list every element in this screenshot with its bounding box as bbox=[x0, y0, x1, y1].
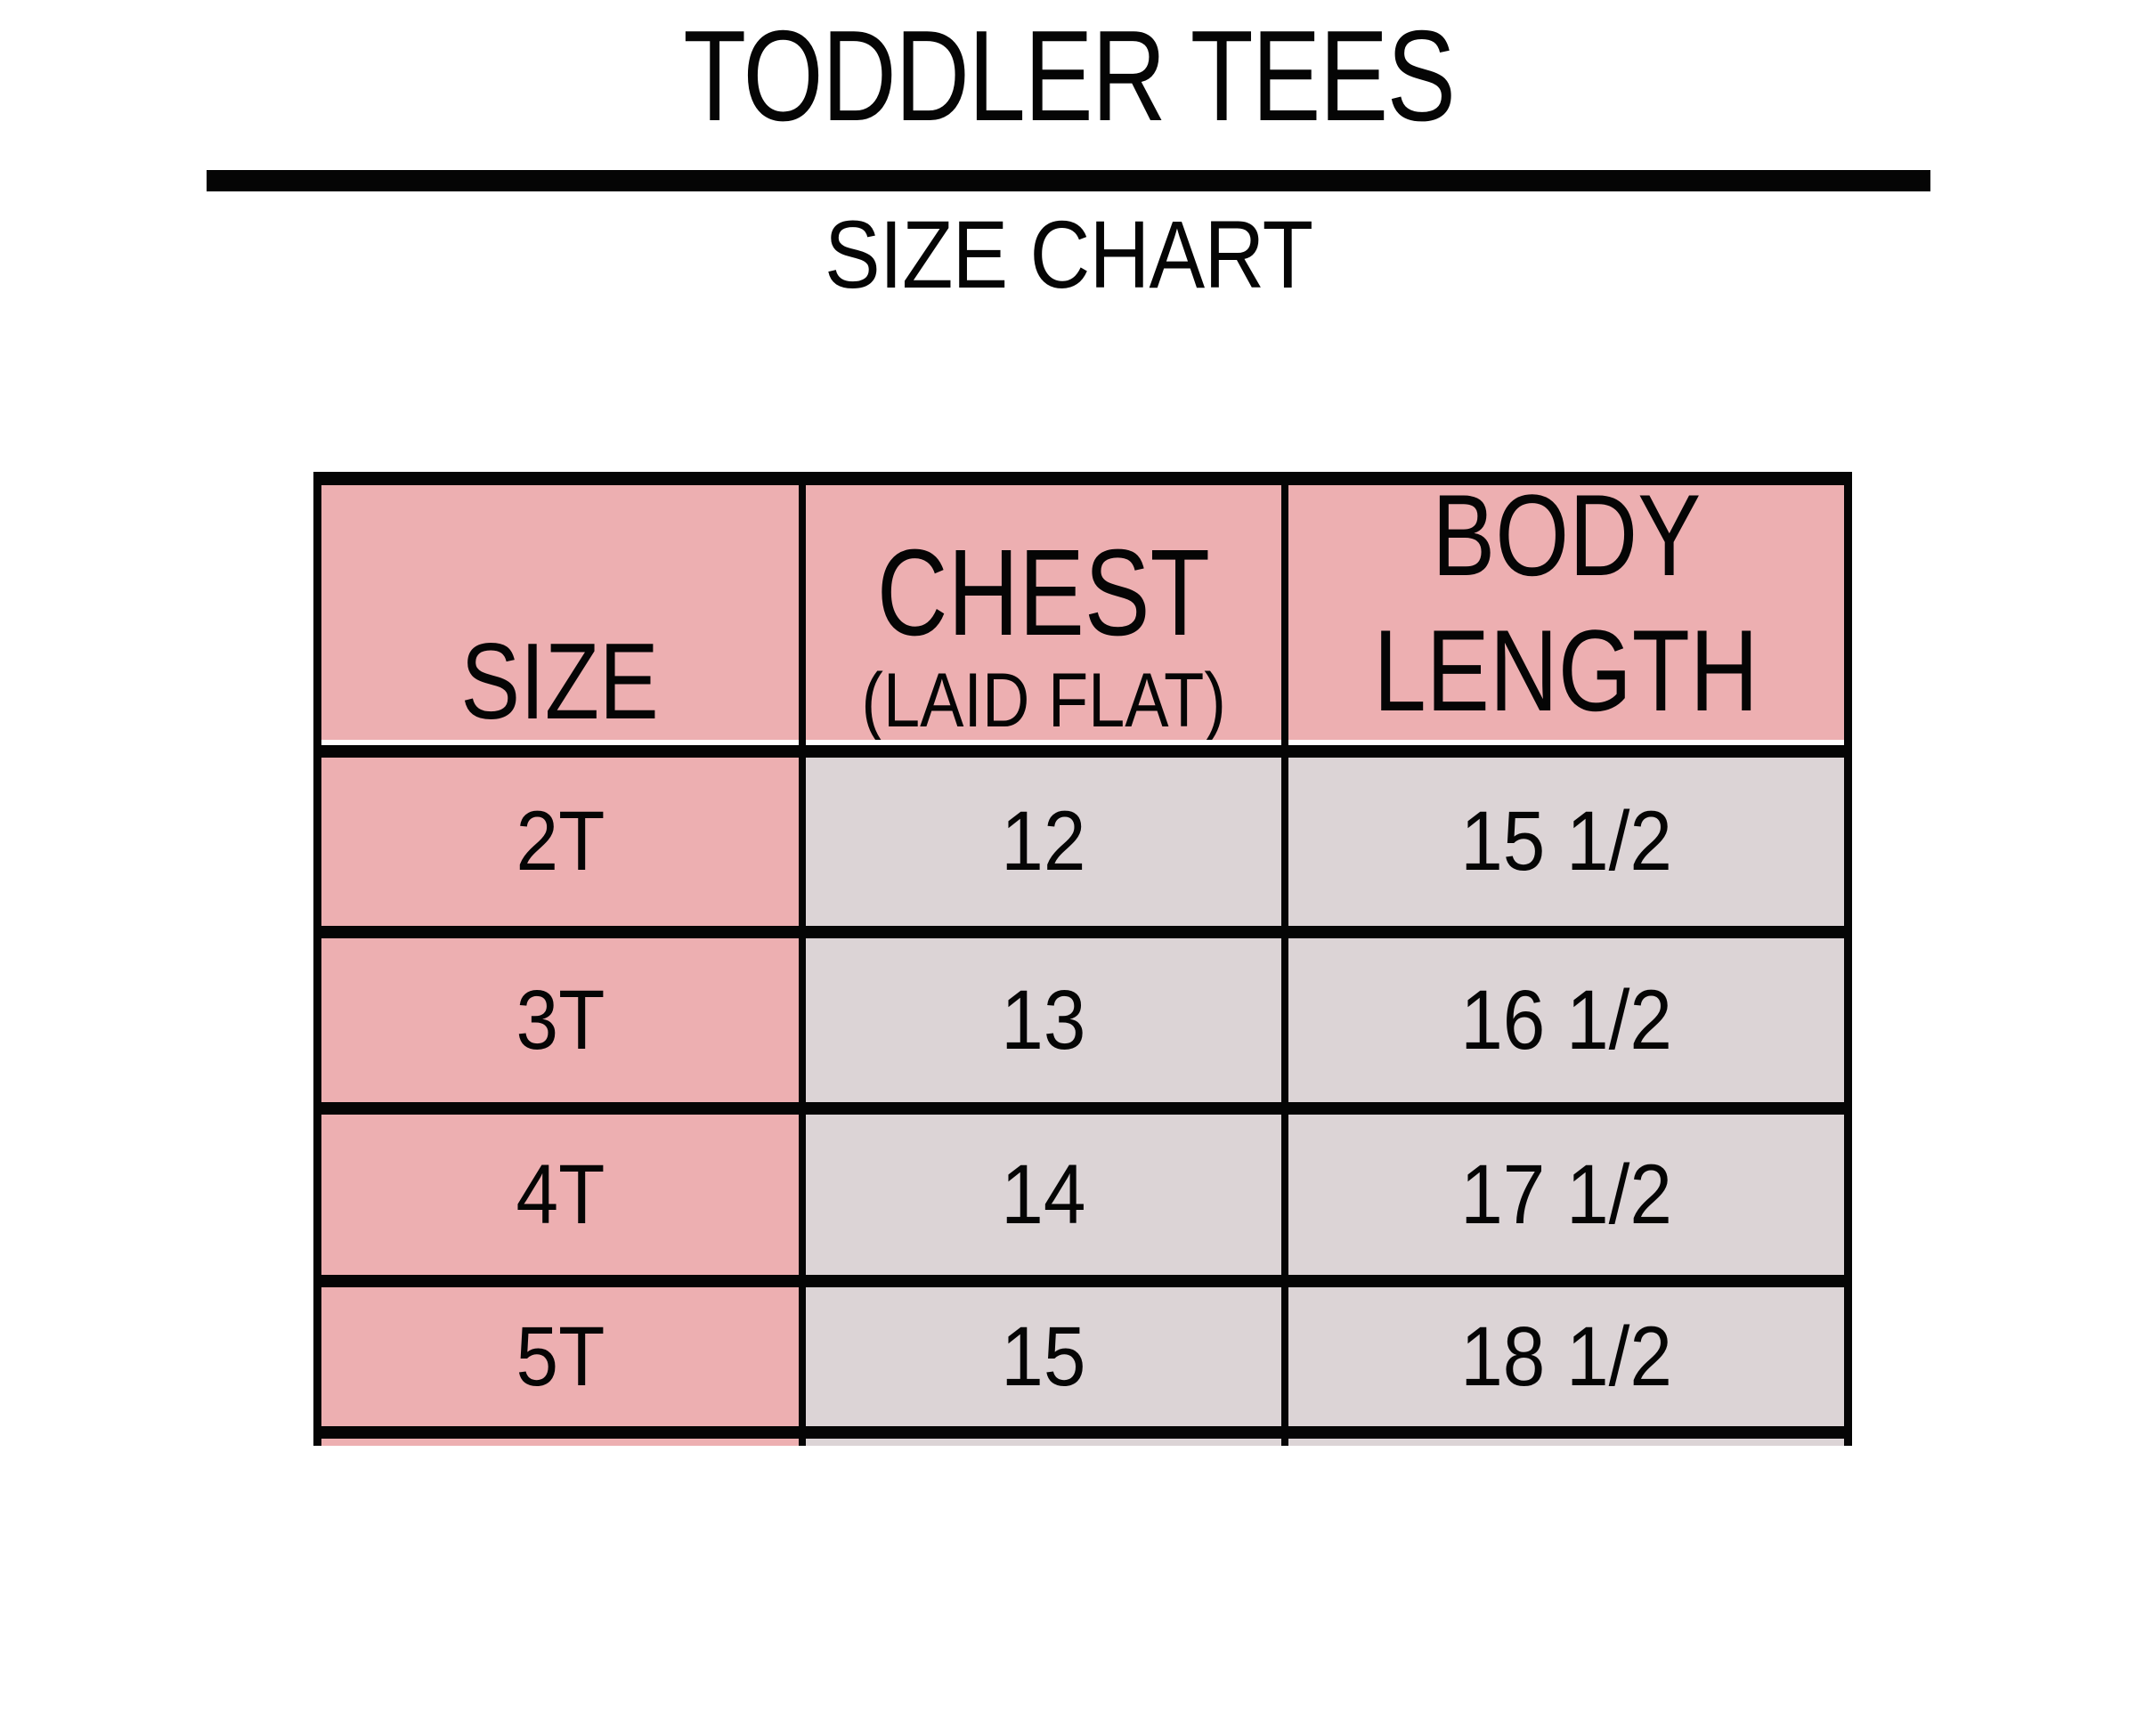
row-4t-body-length-value: 17 1/2 bbox=[1460, 1147, 1672, 1242]
header-chest-label: CHEST bbox=[876, 524, 1211, 662]
header-body-label-line1: BODY bbox=[1431, 485, 1702, 600]
row-4t-size-cell: 4T bbox=[321, 1115, 799, 1275]
size-table: SIZE CHEST (LAID FLAT) BODY LENGTH 2T 12… bbox=[313, 472, 1852, 1446]
header-size-label: SIZE bbox=[460, 620, 660, 742]
row-4t-chest-cell: 14 bbox=[806, 1115, 1281, 1275]
row-2t-size-cell: 2T bbox=[321, 758, 799, 926]
bottom-sliver-body-length bbox=[1288, 1439, 1844, 1446]
row-2t-size-value: 2T bbox=[516, 794, 605, 888]
row-3t-size-value: 3T bbox=[516, 972, 605, 1067]
page-subtitle: SIZE CHART bbox=[0, 200, 2137, 308]
row-2t-body-length-value: 15 1/2 bbox=[1460, 794, 1672, 888]
header-chest-stack: CHEST (LAID FLAT) bbox=[832, 524, 1255, 743]
row-4t-body-length-cell: 17 1/2 bbox=[1288, 1115, 1844, 1275]
row-5t-body-length-value: 18 1/2 bbox=[1460, 1309, 1672, 1404]
row-5t-size-value: 5T bbox=[516, 1309, 605, 1404]
row-3t-size-cell: 3T bbox=[321, 938, 799, 1102]
row-2t-chest-cell: 12 bbox=[806, 758, 1281, 926]
row-2t-body-length-cell: 15 1/2 bbox=[1288, 758, 1844, 926]
header-chest-sublabel: (LAID FLAT) bbox=[861, 657, 1226, 743]
header-body-label-line2: LENGTH bbox=[1373, 604, 1759, 735]
bottom-sliver-chest bbox=[806, 1439, 1281, 1446]
row-5t-size-cell: 5T bbox=[321, 1287, 799, 1426]
row-3t-chest-cell: 13 bbox=[806, 938, 1281, 1102]
row-3t-body-length-cell: 16 1/2 bbox=[1288, 938, 1844, 1102]
row-5t-chest-value: 15 bbox=[1001, 1309, 1086, 1404]
header-cell-chest: CHEST (LAID FLAT) bbox=[806, 485, 1281, 745]
row-4t-chest-value: 14 bbox=[1001, 1147, 1086, 1242]
title-divider-rule bbox=[207, 170, 1930, 191]
header-cell-body-length: BODY LENGTH bbox=[1288, 485, 1844, 745]
header-size-stack: SIZE bbox=[439, 624, 680, 738]
row-5t-body-length-cell: 18 1/2 bbox=[1288, 1287, 1844, 1426]
page-title-text: TODDLER TEES bbox=[682, 4, 1456, 148]
header-body-length-stack: BODY LENGTH bbox=[1331, 485, 1800, 738]
header-cell-size: SIZE bbox=[321, 485, 799, 745]
row-4t-size-value: 4T bbox=[516, 1147, 605, 1242]
row-3t-chest-value: 13 bbox=[1001, 972, 1086, 1067]
row-3t-body-length-value: 16 1/2 bbox=[1460, 972, 1672, 1067]
page-subtitle-text: SIZE CHART bbox=[824, 200, 1313, 308]
page-title: TODDLER TEES bbox=[0, 4, 2137, 148]
row-2t-chest-value: 12 bbox=[1001, 794, 1086, 888]
row-5t-chest-cell: 15 bbox=[806, 1287, 1281, 1426]
bottom-sliver-size bbox=[321, 1439, 799, 1446]
